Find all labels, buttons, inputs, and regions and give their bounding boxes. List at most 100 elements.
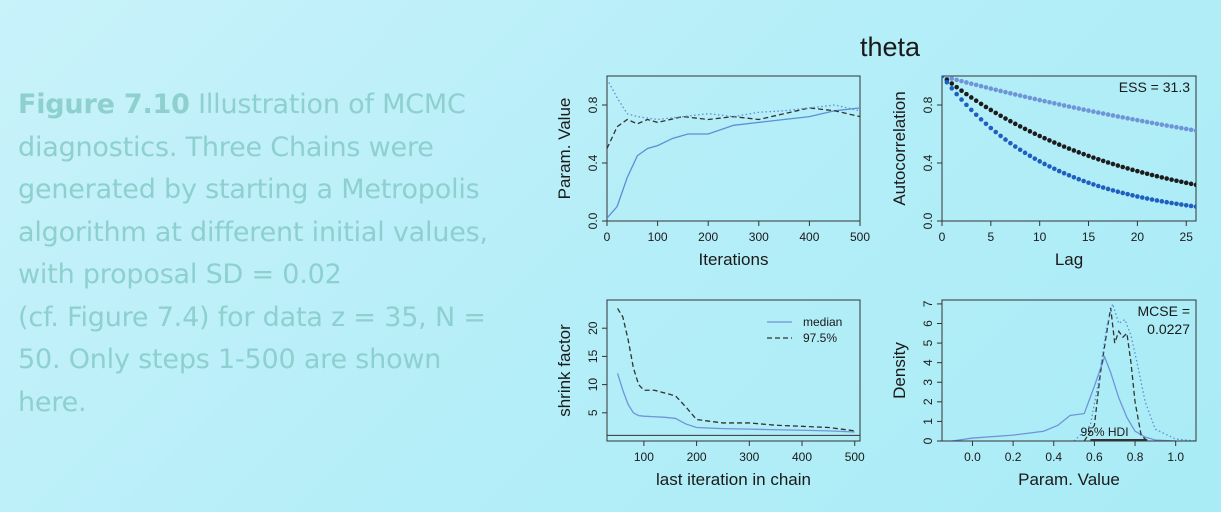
acf-point [1076, 150, 1082, 155]
acf-point [1125, 166, 1130, 171]
plot-area [607, 78, 860, 219]
acf-point [988, 86, 994, 91]
chart-panel-acf: 0 5 10 15 20 25 0.0 0.4 0.8 Lag Autocorrelation ESS… [890, 75, 1197, 269]
x-tick-label: 500 [845, 450, 865, 464]
acf-point [1061, 103, 1067, 108]
x-tick-label: 0.4 [1045, 450, 1062, 464]
acf-point [1056, 168, 1062, 174]
x-tick-label: 10 [1033, 230, 1047, 244]
acf-point [949, 81, 955, 86]
acf-point [1047, 164, 1052, 169]
acf-point [1042, 161, 1047, 167]
acf-point [1096, 183, 1101, 189]
mcse-value: 0.0227 [1147, 321, 1190, 337]
acf-point [1120, 164, 1126, 170]
acf-point [964, 102, 969, 108]
acf-point [1022, 94, 1028, 100]
acf-point [1022, 126, 1028, 132]
acf-point [949, 76, 955, 81]
acf-point [1047, 99, 1052, 105]
acf-point [1130, 167, 1135, 173]
acf-point [1086, 180, 1091, 186]
acf-point [1115, 114, 1121, 119]
acf-point [1174, 178, 1179, 184]
y-tick-label: 0.0 [586, 212, 600, 229]
acf-point [998, 113, 1003, 119]
acf-point [1047, 138, 1052, 143]
y-tick-label: 0.8 [586, 96, 600, 113]
acf-point [1086, 108, 1091, 113]
acf-point [1017, 147, 1023, 153]
acf-point [1096, 110, 1101, 115]
acf-point [1003, 116, 1008, 121]
y-tick-label: 6 [921, 320, 935, 327]
y-tick-label: 5 [586, 409, 600, 416]
x-tick-label: 300 [749, 230, 769, 244]
acf-point [1100, 111, 1106, 116]
plot-area [607, 308, 860, 436]
chart-panel-shrink: 100 200 300 400 500 5 10 15 20 last iteration in … [555, 299, 865, 489]
acf-point [993, 87, 999, 93]
acf-point [1105, 186, 1111, 192]
x-axis-label: Lag [1055, 250, 1083, 269]
y-axis-label: Autocorrelation [890, 91, 909, 205]
acf-point [1154, 198, 1160, 203]
acf-point [1144, 171, 1150, 177]
acf-point [1081, 178, 1086, 184]
acf-point [969, 95, 974, 100]
series-line-1 [607, 107, 860, 149]
acf-point [1188, 181, 1194, 187]
acf-point [1027, 153, 1033, 159]
acf-point [1174, 201, 1179, 207]
x-tick-label: 20 [1131, 230, 1145, 244]
caption-line: 50. Only steps 1-500 are shown [18, 344, 442, 375]
acf-point [969, 107, 974, 113]
acf-point [944, 79, 950, 85]
acf-point [1012, 144, 1018, 149]
acf-point [1056, 142, 1062, 147]
acf-point [1017, 93, 1023, 98]
y-tick-label: 0.0 [921, 212, 935, 229]
plot-frame [606, 75, 861, 222]
acf-point [1037, 159, 1042, 164]
acf-point [1149, 197, 1155, 202]
acf-point [1022, 150, 1028, 156]
acf-point [1164, 199, 1169, 205]
acf-point [1135, 168, 1140, 174]
y-tick-label: 1 [921, 418, 935, 425]
acf-point [973, 82, 979, 88]
x-tick-label: 0 [604, 230, 611, 244]
figure-caption: Figure 7.10 Illustration of MCMC diagnos… [18, 84, 538, 424]
acf-point [1052, 140, 1057, 145]
acf-point [988, 125, 994, 131]
acf-point [993, 129, 999, 135]
acf-point [998, 88, 1003, 94]
acf-point [1052, 166, 1057, 172]
x-tick-label: 0.2 [1005, 450, 1022, 464]
y-tick-label: 20 [586, 321, 600, 335]
series-line-1 [1083, 307, 1148, 441]
acf-point [1091, 109, 1096, 114]
acf-point [1115, 189, 1121, 194]
acf-point [1071, 148, 1077, 153]
x-tick-label: 400 [792, 450, 812, 464]
acf-point [1130, 193, 1135, 198]
caption-line: Illustration of MCMC [198, 89, 466, 120]
y-tick-label: 0.8 [921, 96, 935, 113]
series-line-0 [952, 354, 1176, 441]
acf-point [1027, 129, 1033, 134]
acf-point [1052, 101, 1057, 106]
acf-point [1071, 174, 1077, 180]
acf-point [978, 101, 984, 107]
acf-point [1193, 204, 1196, 209]
acf-point [1110, 188, 1116, 193]
legend-label: median [803, 315, 842, 329]
x-tick-label: 0.8 [1127, 450, 1144, 464]
chart-panel-trace: 0 100 200 300 400 500 0.0 0.4 0.8 Iterations Param… [555, 75, 870, 269]
series-line-2 [607, 78, 860, 121]
acf-point [1193, 182, 1196, 188]
acf-point [1179, 125, 1184, 131]
acf-point [1179, 179, 1184, 185]
acf-point [1037, 133, 1042, 139]
